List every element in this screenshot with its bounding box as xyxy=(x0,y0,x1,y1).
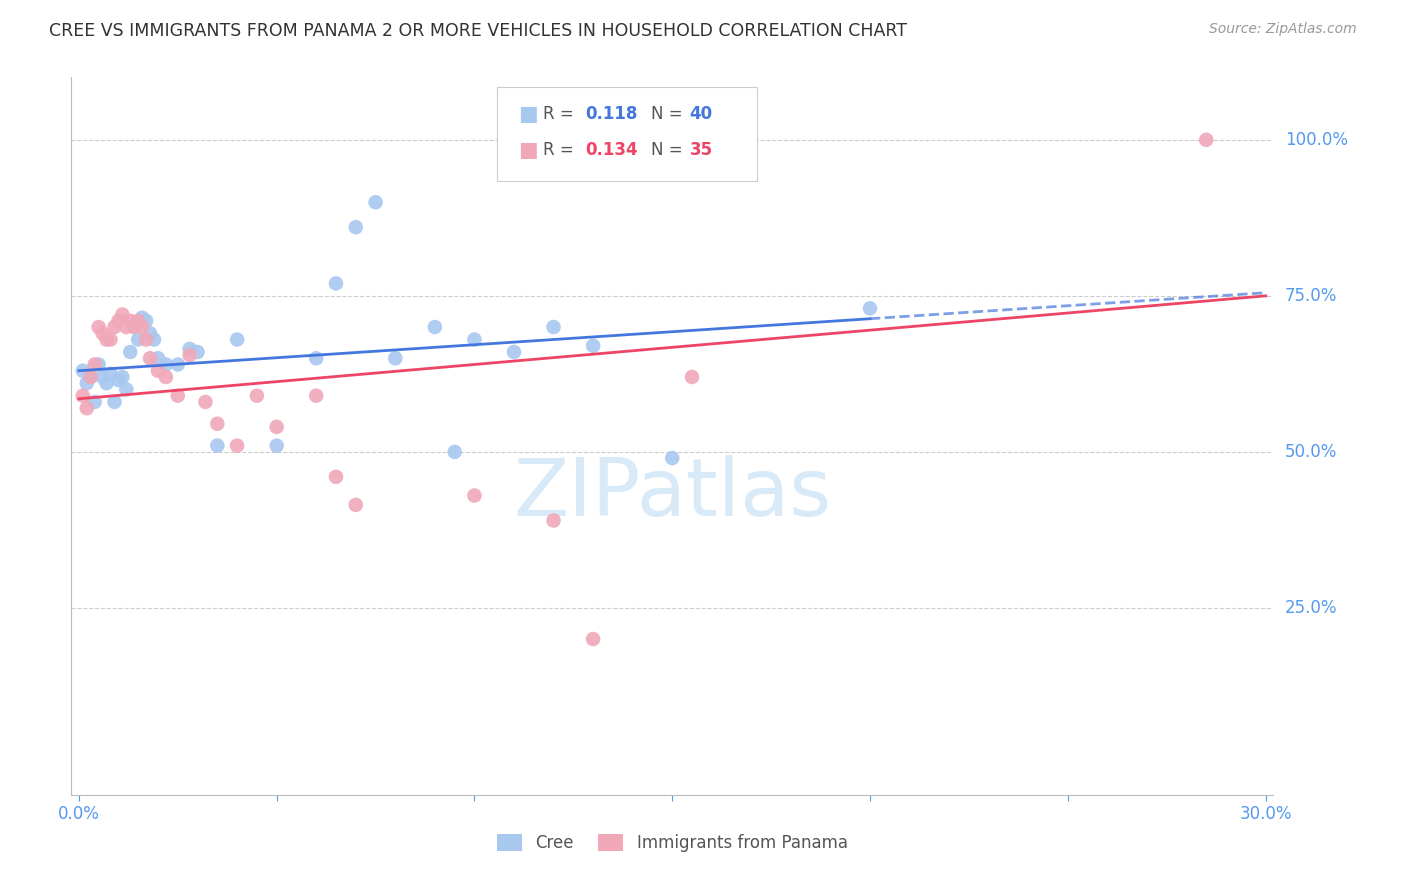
Point xyxy=(139,351,162,366)
Point xyxy=(423,320,446,334)
Text: 40: 40 xyxy=(689,105,713,123)
Point xyxy=(443,445,465,459)
Point xyxy=(115,320,138,334)
Point xyxy=(246,389,269,403)
Point xyxy=(87,358,110,372)
Point xyxy=(91,370,114,384)
Point xyxy=(103,395,125,409)
Point xyxy=(384,351,406,366)
Text: ZIPatlas: ZIPatlas xyxy=(513,455,831,533)
Point xyxy=(207,439,229,453)
Point xyxy=(96,333,118,347)
Point xyxy=(543,320,565,334)
Point xyxy=(122,320,145,334)
Text: 35: 35 xyxy=(689,141,713,159)
Text: Source: ZipAtlas.com: Source: ZipAtlas.com xyxy=(1209,22,1357,37)
Point xyxy=(76,376,98,391)
Text: R =: R = xyxy=(543,105,574,123)
Point xyxy=(582,632,605,646)
Point xyxy=(463,489,485,503)
Point xyxy=(135,314,157,328)
Point xyxy=(503,345,526,359)
Point xyxy=(179,348,201,362)
Point xyxy=(186,345,208,359)
Point xyxy=(325,277,347,291)
Point xyxy=(226,333,249,347)
Point xyxy=(155,358,177,372)
Point xyxy=(582,339,605,353)
Point xyxy=(107,373,129,387)
Point xyxy=(166,358,188,372)
Point xyxy=(103,320,125,334)
Point xyxy=(266,439,288,453)
Point xyxy=(1195,133,1218,147)
Text: CREE VS IMMIGRANTS FROM PANAMA 2 OR MORE VEHICLES IN HOUSEHOLD CORRELATION CHART: CREE VS IMMIGRANTS FROM PANAMA 2 OR MORE… xyxy=(49,22,907,40)
Point xyxy=(179,342,201,356)
Point xyxy=(146,364,169,378)
Point xyxy=(127,333,149,347)
Point xyxy=(344,220,367,235)
Point xyxy=(91,326,114,341)
Point xyxy=(83,395,105,409)
Point xyxy=(120,314,142,328)
Point xyxy=(155,370,177,384)
Point xyxy=(344,498,367,512)
Point xyxy=(226,439,249,453)
Point xyxy=(166,389,188,403)
Text: 50.0%: 50.0% xyxy=(1285,442,1337,461)
Point xyxy=(111,370,134,384)
Text: R =: R = xyxy=(543,141,574,159)
Text: N =: N = xyxy=(651,105,683,123)
Point xyxy=(122,320,145,334)
Point xyxy=(127,314,149,328)
Point xyxy=(80,370,103,384)
Text: 0.118: 0.118 xyxy=(585,105,638,123)
Point xyxy=(72,389,94,403)
Text: ■: ■ xyxy=(517,140,537,160)
Point xyxy=(266,420,288,434)
Point xyxy=(364,195,387,210)
Point xyxy=(100,367,122,381)
Point xyxy=(131,310,153,325)
Point xyxy=(72,364,94,378)
Point xyxy=(305,389,328,403)
Point xyxy=(207,417,229,431)
Legend: Cree, Immigrants from Panama: Cree, Immigrants from Panama xyxy=(489,827,855,858)
Point xyxy=(146,351,169,366)
Point xyxy=(76,401,98,416)
Point xyxy=(107,314,129,328)
Point xyxy=(325,470,347,484)
Point xyxy=(100,333,122,347)
Point xyxy=(83,358,105,372)
Text: 75.0%: 75.0% xyxy=(1285,287,1337,305)
Text: 100.0%: 100.0% xyxy=(1285,131,1348,149)
Point xyxy=(859,301,882,316)
Point xyxy=(305,351,328,366)
Point xyxy=(96,376,118,391)
Point xyxy=(139,326,162,341)
Point xyxy=(115,383,138,397)
Text: 25.0%: 25.0% xyxy=(1285,599,1337,617)
Point xyxy=(661,451,683,466)
Point xyxy=(120,345,142,359)
Point xyxy=(543,514,565,528)
Point xyxy=(143,333,166,347)
Point xyxy=(111,308,134,322)
Point xyxy=(135,333,157,347)
Point xyxy=(194,395,217,409)
Point xyxy=(681,370,703,384)
Point xyxy=(463,333,485,347)
Point xyxy=(131,320,153,334)
Text: 0.134: 0.134 xyxy=(585,141,638,159)
Text: N =: N = xyxy=(651,141,683,159)
Text: ■: ■ xyxy=(517,104,537,124)
Point xyxy=(87,320,110,334)
Point xyxy=(80,370,103,384)
